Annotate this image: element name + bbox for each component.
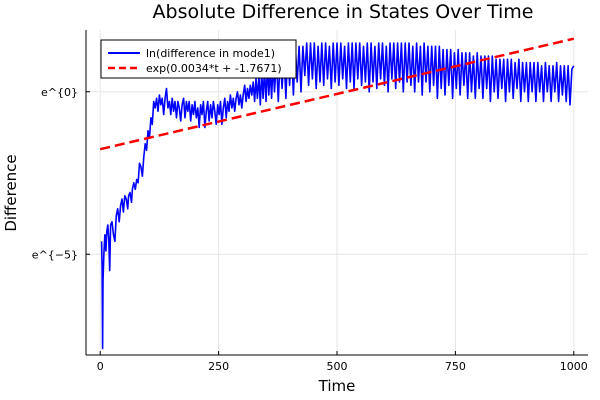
chart-title: Absolute Difference in States Over Time: [153, 1, 534, 23]
y-tick-label: e^{0}: [41, 86, 78, 99]
y-ticks: e^{0} e^{−5}: [32, 86, 90, 261]
legend-label-series-1: ln(difference in mode1): [146, 47, 275, 60]
x-axis-label: Time: [318, 377, 356, 395]
legend-label-series-2: exp(0.0034*t + -1.7671): [146, 62, 282, 75]
series-line-1: [100, 42, 575, 350]
y-tick-label: e^{−5}: [32, 248, 78, 261]
x-ticks: 0 250 500 750 1000: [97, 351, 588, 373]
x-tick-label: 1000: [560, 360, 588, 373]
y-axis-label: Difference: [2, 154, 20, 231]
x-tick-label: 500: [327, 360, 348, 373]
legend: ln(difference in mode1) exp(0.0034*t + -…: [100, 39, 297, 79]
x-tick-label: 0: [97, 360, 104, 373]
series-layer: [99, 37, 575, 350]
x-tick-label: 750: [445, 360, 466, 373]
series-line-2: [99, 37, 575, 151]
x-tick-label: 250: [208, 360, 229, 373]
legend-box: [100, 39, 297, 79]
